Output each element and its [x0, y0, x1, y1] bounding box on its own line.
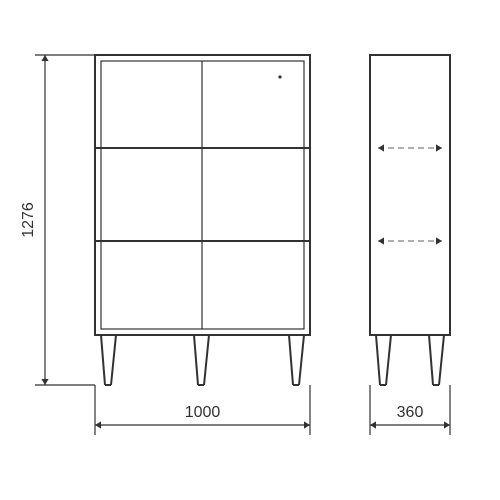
front-view [95, 55, 310, 385]
side-view [370, 55, 450, 385]
dimension-width-front-label: 1000 [185, 404, 221, 421]
dimension-width-side-label: 360 [397, 404, 424, 421]
dimension-height-label: 1276 [20, 202, 37, 238]
